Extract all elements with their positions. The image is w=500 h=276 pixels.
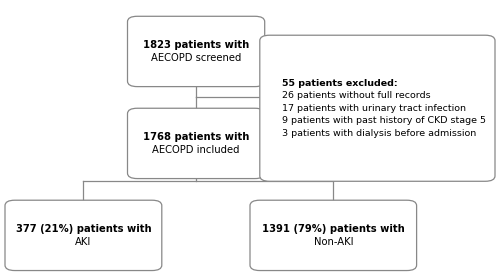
Text: 55 patients excluded:: 55 patients excluded: — [282, 79, 398, 88]
Text: AECOPD screened: AECOPD screened — [151, 53, 242, 63]
Text: 17 patients with urinary tract infection: 17 patients with urinary tract infection — [282, 104, 466, 113]
FancyBboxPatch shape — [128, 108, 264, 179]
Text: Non-AKI: Non-AKI — [314, 237, 353, 247]
Text: AKI: AKI — [76, 237, 92, 247]
FancyBboxPatch shape — [260, 35, 495, 181]
Text: AECOPD included: AECOPD included — [152, 145, 240, 155]
Text: 3 patients with dialysis before admission: 3 patients with dialysis before admissio… — [282, 129, 476, 138]
Text: 377 (21%) patients with: 377 (21%) patients with — [16, 224, 151, 234]
FancyBboxPatch shape — [250, 200, 416, 270]
Text: 1391 (79%) patients with: 1391 (79%) patients with — [262, 224, 404, 234]
Text: 1823 patients with: 1823 patients with — [143, 40, 249, 50]
Text: 9 patients with past history of CKD stage 5: 9 patients with past history of CKD stag… — [282, 116, 486, 125]
Text: 1768 patients with: 1768 patients with — [143, 132, 250, 142]
FancyBboxPatch shape — [128, 16, 264, 87]
FancyBboxPatch shape — [5, 200, 162, 270]
Text: 26 patients without full records: 26 patients without full records — [282, 91, 430, 100]
